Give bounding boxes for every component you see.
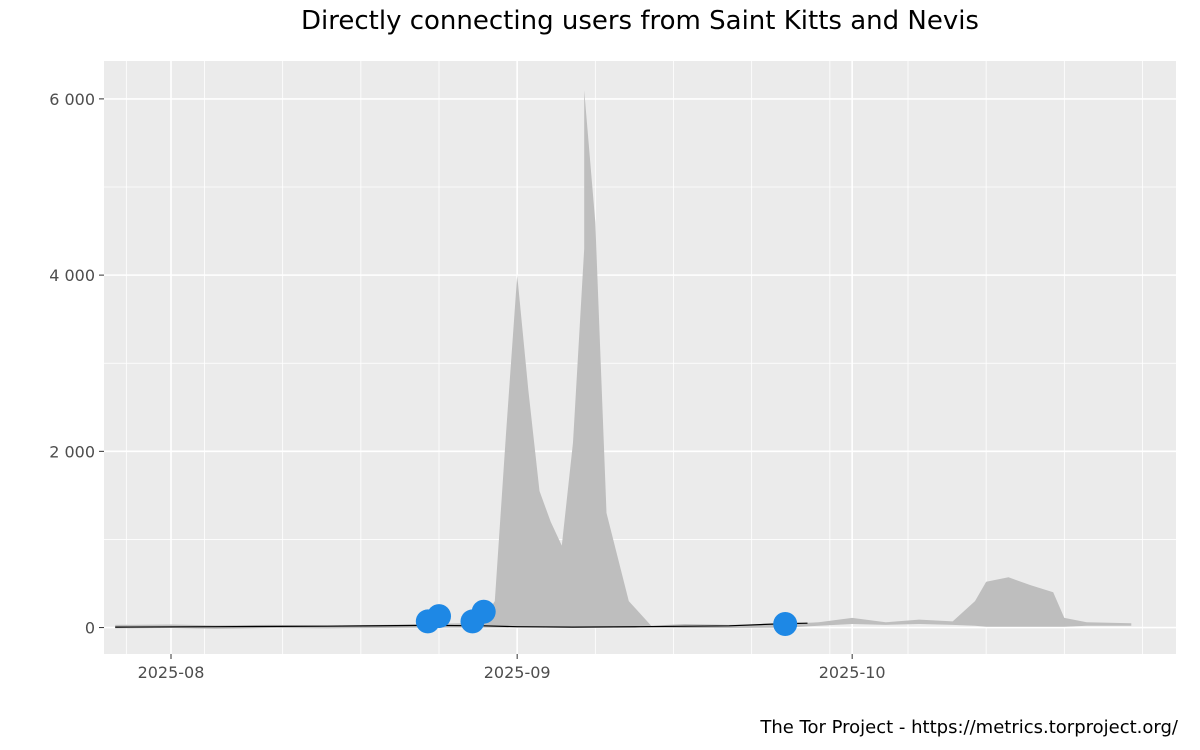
y-tick-label: 2 000 [49, 442, 95, 461]
y-axis: 0 2 000 4 000 6 000 [49, 90, 104, 638]
plot-panel [104, 61, 1176, 654]
event-point [427, 604, 451, 629]
series-layer [115, 90, 1132, 636]
event-point [773, 612, 798, 636]
y-tick-label: 6 000 [49, 90, 95, 109]
x-tick-label: 2025-08 [138, 663, 205, 682]
event-point [471, 599, 496, 624]
x-axis: 2025-08 2025-09 2025-10 [138, 654, 886, 682]
credit-text: The Tor Project - https://metrics.torpro… [760, 717, 1178, 738]
x-tick-label: 2025-09 [484, 663, 551, 682]
x-tick-label: 2025-10 [819, 663, 886, 682]
y-tick-label: 0 [85, 619, 95, 638]
chart-title: Directly connecting users from Saint Kit… [301, 6, 979, 36]
y-tick-label: 4 000 [49, 266, 95, 285]
users-line [115, 622, 808, 628]
